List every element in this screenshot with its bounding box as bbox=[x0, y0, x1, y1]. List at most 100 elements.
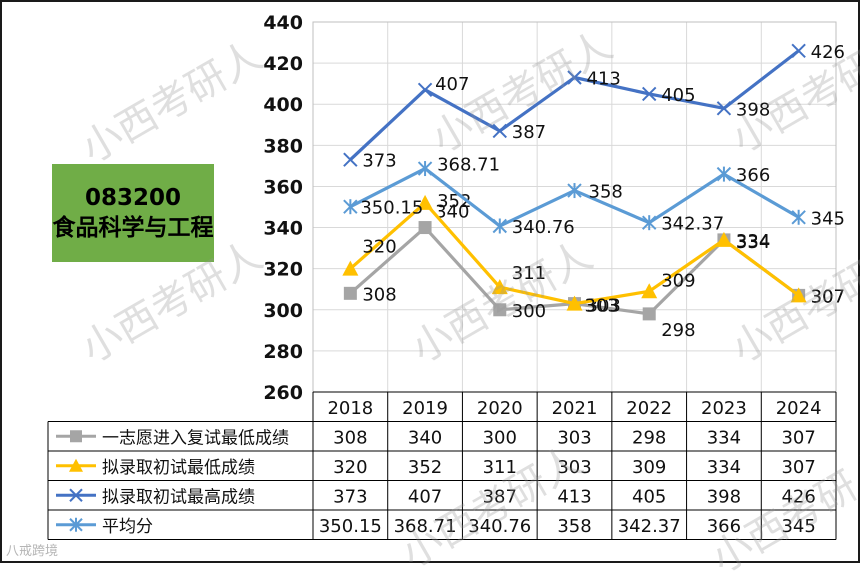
table-cell: 298 bbox=[632, 427, 666, 448]
table-cell: 345 bbox=[781, 516, 815, 537]
table-cell: 352 bbox=[408, 457, 442, 478]
data-label: 358 bbox=[589, 182, 623, 203]
y-tick-label: 280 bbox=[263, 341, 303, 363]
data-label: 350.15 bbox=[360, 198, 423, 219]
data-label: 398 bbox=[736, 99, 770, 120]
data-point bbox=[642, 215, 657, 231]
table-cell: 340.76 bbox=[468, 516, 531, 537]
y-tick-label: 300 bbox=[263, 300, 303, 322]
data-point bbox=[716, 166, 732, 182]
footer-logo: 八戒跨境 bbox=[6, 544, 59, 559]
table-cell: 366 bbox=[707, 516, 741, 537]
major-name: 食品科学与工程 bbox=[52, 215, 214, 241]
table-cell: 413 bbox=[557, 486, 591, 507]
data-point bbox=[567, 183, 582, 199]
table-cell: 350.15 bbox=[319, 516, 382, 537]
table-cell: 407 bbox=[408, 486, 442, 507]
table-cell: 309 bbox=[632, 457, 666, 478]
table-cell: 398 bbox=[707, 486, 741, 507]
table-cell: 387 bbox=[483, 486, 517, 507]
data-point bbox=[492, 123, 507, 139]
table-cell: 300 bbox=[483, 427, 517, 448]
table-cell: 308 bbox=[333, 427, 367, 448]
legend-marker bbox=[69, 517, 83, 532]
series-line bbox=[349, 49, 800, 161]
legend-label: 平均分 bbox=[102, 517, 153, 537]
y-tick-label: 340 bbox=[263, 218, 303, 240]
data-label: 368.71 bbox=[437, 155, 500, 176]
data-label: 307 bbox=[811, 286, 845, 307]
x-category-label: 2018 bbox=[327, 398, 373, 419]
data-label: 309 bbox=[661, 270, 695, 291]
data-point bbox=[790, 287, 807, 303]
data-label: 407 bbox=[435, 74, 469, 95]
data-label: 307 bbox=[811, 286, 845, 307]
major-code: 083200 bbox=[84, 185, 182, 211]
data-point bbox=[566, 295, 583, 311]
table-cell: 358 bbox=[557, 516, 591, 537]
data-label: 303 bbox=[585, 296, 619, 317]
data-point bbox=[791, 43, 806, 58]
table-cell: 334 bbox=[707, 427, 741, 448]
table-cell: 311 bbox=[483, 457, 517, 478]
data-point bbox=[493, 303, 507, 317]
data-label: 413 bbox=[587, 69, 621, 90]
data-point bbox=[642, 307, 656, 321]
data-label: 426 bbox=[811, 42, 845, 63]
legend-marker bbox=[69, 458, 83, 472]
data-label: 340 bbox=[435, 202, 469, 223]
table-cell: 307 bbox=[781, 427, 815, 448]
table-cell: 405 bbox=[632, 486, 666, 507]
data-label: 308 bbox=[362, 284, 396, 305]
y-tick-label: 420 bbox=[263, 53, 303, 75]
data-point bbox=[716, 101, 732, 116]
legend-label: 拟录取初试最高成绩 bbox=[102, 487, 255, 507]
data-label: 334 bbox=[736, 231, 770, 252]
data-point bbox=[343, 152, 358, 167]
x-category-label: 2022 bbox=[626, 398, 672, 419]
y-tick-label: 440 bbox=[263, 12, 303, 34]
data-label: 345 bbox=[811, 208, 845, 229]
data-point bbox=[417, 161, 433, 177]
data-label: 340.76 bbox=[512, 217, 575, 238]
data-point bbox=[641, 283, 658, 299]
line-chart: 260 280 300 320 340 360 380 400 420 440 2018 2019 20… bbox=[47, 12, 845, 540]
data-point bbox=[343, 199, 358, 215]
data-point bbox=[417, 194, 434, 210]
data-label: 320 bbox=[362, 237, 396, 258]
data-label: 334 bbox=[736, 232, 770, 253]
data-point bbox=[642, 86, 657, 102]
x-category-label: 2020 bbox=[477, 398, 523, 419]
table-cell: 303 bbox=[557, 457, 591, 478]
data-label: 311 bbox=[512, 263, 546, 284]
data-label: 373 bbox=[362, 151, 396, 172]
x-category-label: 2024 bbox=[776, 398, 822, 419]
x-category-label: 2021 bbox=[552, 398, 598, 419]
table-cell: 342.37 bbox=[618, 516, 681, 537]
legend-label: 拟录取初试最低成绩 bbox=[102, 458, 255, 478]
legend-marker bbox=[70, 430, 82, 443]
data-label: 298 bbox=[661, 320, 695, 341]
y-tick-label: 400 bbox=[263, 94, 303, 116]
data-label: 366 bbox=[736, 165, 770, 186]
data-label: 300 bbox=[512, 301, 546, 322]
data-label: 342.37 bbox=[661, 214, 724, 235]
legend-marker bbox=[69, 488, 83, 502]
major-badge: 083200 食品科学与工程 bbox=[52, 164, 214, 262]
table-cell: 334 bbox=[707, 457, 741, 478]
table-cell: 340 bbox=[408, 427, 442, 448]
y-tick-label: 380 bbox=[263, 135, 303, 157]
data-point bbox=[791, 209, 806, 225]
table-cell: 368.71 bbox=[394, 516, 457, 537]
data-point bbox=[343, 286, 357, 300]
legend-label: 一志愿进入复试最低成绩 bbox=[102, 428, 289, 448]
data-point bbox=[491, 279, 508, 295]
table-cell: 373 bbox=[333, 486, 367, 507]
table-cell: 303 bbox=[557, 427, 591, 448]
y-tick-label: 260 bbox=[263, 382, 303, 404]
table-cell: 307 bbox=[781, 457, 815, 478]
x-category-label: 2019 bbox=[402, 398, 448, 419]
x-category-label: 2023 bbox=[701, 398, 747, 419]
table-cell: 320 bbox=[333, 457, 367, 478]
data-point bbox=[342, 260, 359, 276]
